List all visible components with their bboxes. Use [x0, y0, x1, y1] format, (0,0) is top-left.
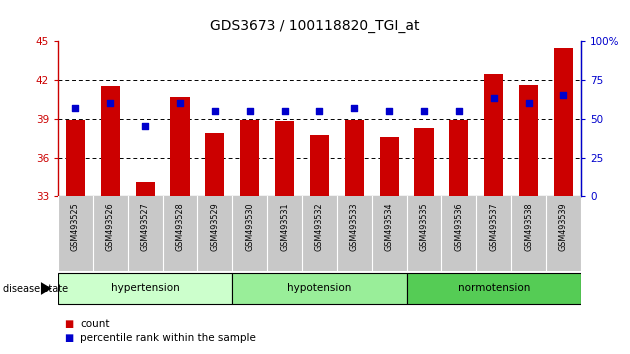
Point	[384, 108, 394, 114]
Text: count: count	[80, 319, 110, 329]
Point	[454, 108, 464, 114]
Text: GDS3673 / 100118820_TGI_at: GDS3673 / 100118820_TGI_at	[210, 19, 420, 34]
Text: hypotension: hypotension	[287, 283, 352, 293]
Text: GSM493529: GSM493529	[210, 202, 219, 251]
Text: GSM493527: GSM493527	[140, 202, 149, 251]
Text: GSM493526: GSM493526	[106, 202, 115, 251]
Bar	[415, 129, 433, 196]
Point	[489, 96, 499, 101]
Bar	[240, 120, 260, 196]
Text: GSM493534: GSM493534	[385, 202, 394, 251]
Text: GSM493532: GSM493532	[315, 202, 324, 251]
Text: GSM493538: GSM493538	[524, 202, 533, 251]
Point	[140, 124, 150, 129]
Bar	[519, 85, 538, 196]
Bar	[406, 273, 581, 304]
Point	[105, 100, 115, 106]
Bar	[66, 120, 85, 196]
Bar	[449, 120, 469, 196]
Bar	[379, 137, 399, 196]
Point	[314, 108, 324, 114]
Bar	[484, 74, 503, 196]
Text: ■: ■	[64, 333, 74, 343]
Text: GSM493528: GSM493528	[176, 202, 185, 251]
Text: GSM493536: GSM493536	[454, 202, 463, 251]
Text: GSM493533: GSM493533	[350, 202, 358, 251]
Point	[71, 105, 81, 110]
Point	[280, 108, 290, 114]
Bar	[170, 97, 190, 196]
Text: hypertension: hypertension	[111, 283, 180, 293]
Text: GSM493525: GSM493525	[71, 202, 80, 251]
Bar	[345, 120, 364, 196]
Text: GSM493537: GSM493537	[490, 202, 498, 251]
Text: GSM493530: GSM493530	[245, 202, 254, 251]
Point	[244, 108, 255, 114]
Text: GSM493539: GSM493539	[559, 202, 568, 251]
Bar	[310, 136, 329, 196]
Bar	[554, 48, 573, 196]
Point	[349, 105, 359, 110]
Text: disease state: disease state	[3, 284, 68, 293]
Bar	[101, 86, 120, 196]
Bar	[205, 133, 224, 196]
Bar	[135, 182, 155, 196]
Point	[419, 108, 429, 114]
Text: ■: ■	[64, 319, 74, 329]
Text: percentile rank within the sample: percentile rank within the sample	[80, 333, 256, 343]
Point	[175, 100, 185, 106]
Text: GSM493531: GSM493531	[280, 202, 289, 251]
Bar	[232, 273, 406, 304]
Polygon shape	[41, 282, 52, 295]
Bar	[275, 120, 294, 196]
Bar	[58, 273, 232, 304]
Point	[210, 108, 220, 114]
Text: GSM493535: GSM493535	[420, 202, 428, 251]
Point	[558, 92, 568, 98]
Point	[524, 100, 534, 106]
Text: normotension: normotension	[457, 283, 530, 293]
